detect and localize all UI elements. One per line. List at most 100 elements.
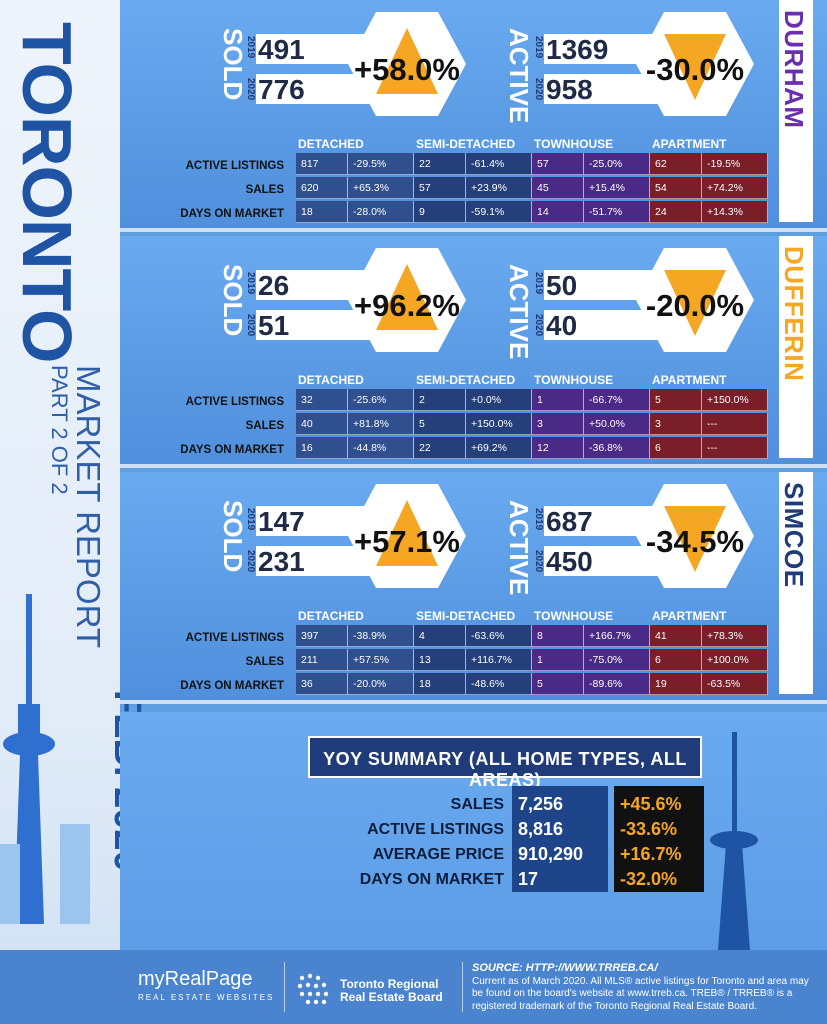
table-cell: +116.7% [466, 649, 532, 671]
table-cell: 40 [296, 413, 348, 435]
sold-label: SOLD [218, 264, 248, 337]
sold-label: SOLD [218, 28, 248, 101]
table-cell: 817 [296, 153, 348, 175]
year-2020-label: 2020 [533, 314, 544, 337]
table-cell: +166.7% [584, 625, 650, 647]
table-cell: 62 [650, 153, 702, 175]
table-cell: -51.7% [584, 201, 650, 223]
table-cell: 2 [414, 389, 466, 411]
year-2019-label: 2019 [245, 36, 256, 59]
sold-2019: 26 [258, 270, 290, 301]
col-detached: DETACHED [298, 137, 364, 151]
table-cell: --- [702, 413, 768, 435]
table-cell: -19.5% [702, 153, 768, 175]
table-cell: -44.8% [348, 437, 414, 459]
table-cell: -38.9% [348, 625, 414, 647]
table-cell: -75.0% [584, 649, 650, 671]
summary-value: 17 [518, 869, 539, 889]
table-cell: +150.0% [466, 413, 532, 435]
year-2019-label: 2019 [533, 272, 544, 295]
year-2020-label: 2020 [245, 314, 256, 337]
active-change-hexagon [636, 248, 754, 352]
table-cell: 13 [414, 649, 466, 671]
table-cell: -36.8% [584, 437, 650, 459]
active-2020: 40 [546, 310, 578, 341]
year-2020-label: 2020 [245, 550, 256, 573]
col-townhouse: TOWNHOUSE [534, 609, 614, 623]
table-cell: +81.8% [348, 413, 414, 435]
table-cell: -48.6% [466, 673, 532, 695]
table-cell: -20.0% [348, 673, 414, 695]
summary-label: AVERAGE PRICE [372, 846, 504, 863]
table-cell: 41 [650, 625, 702, 647]
active-label: ACTIVE [504, 500, 534, 596]
row-days-on-market: DAYS ON MARKET [180, 680, 284, 692]
table-cell: -63.5% [702, 673, 768, 695]
col-detached: DETACHED [298, 609, 364, 623]
year-2019-label: 2019 [533, 36, 544, 59]
myrealpage-logo: myRealPage REAL ESTATE WEBSITES [138, 968, 275, 1002]
year-2020-label: 2020 [533, 550, 544, 573]
table-cell: 45 [532, 177, 584, 199]
table-cell: 211 [296, 649, 348, 671]
source-link: SOURCE: HTTP://WWW.TRREB.CA/ [472, 962, 658, 974]
table-cell: 24 [650, 201, 702, 223]
table-cell: +150.0% [702, 389, 768, 411]
summary-pct: +16.7% [620, 844, 682, 864]
col-semi-detached: SEMI-DETACHED [416, 373, 516, 387]
table-cell: 18 [414, 673, 466, 695]
summary-pct: +45.6% [620, 794, 682, 814]
table-cell: 22 [414, 153, 466, 175]
region-name-tag: SIMCOE [779, 472, 813, 694]
table-cell: -29.5% [348, 153, 414, 175]
table-cell: 6 [650, 649, 702, 671]
sold-label: SOLD [218, 500, 248, 573]
table-cell: +78.3% [702, 625, 768, 647]
summary-label: DAYS ON MARKET [359, 871, 504, 888]
sold-change-pct: +58.0% [353, 52, 460, 87]
sold-2019: 147 [258, 506, 305, 537]
table-cell: +23.9% [466, 177, 532, 199]
summary-label: ACTIVE LISTINGS [367, 821, 504, 838]
table-cell: -63.6% [466, 625, 532, 647]
table-cell: 1 [532, 389, 584, 411]
table-cell: +69.2% [466, 437, 532, 459]
summary-value: 7,256 [518, 794, 564, 814]
row-sales: SALES [245, 656, 284, 668]
active-2020: 450 [546, 546, 593, 577]
row-active-listings: ACTIVE LISTINGS [185, 160, 284, 172]
active-2020: 958 [546, 74, 593, 105]
summary-label: SALES [450, 796, 504, 813]
active-label: ACTIVE [504, 28, 534, 124]
table-cell: 620 [296, 177, 348, 199]
table-cell: +14.3% [702, 201, 768, 223]
report-part: PART 2 OF 2 [47, 365, 72, 495]
region-name-tag: DUFFERIN [779, 236, 813, 458]
yoy-summary: YOY SUMMARY (ALL HOME TYPES, ALL AREAS) … [120, 712, 827, 950]
row-active-listings: ACTIVE LISTINGS [185, 396, 284, 408]
year-2019-label: 2019 [533, 508, 544, 531]
table-cell: 3 [650, 413, 702, 435]
sold-change-hexagon [348, 12, 466, 116]
sold-change-hexagon [348, 248, 466, 352]
table-cell: 16 [296, 437, 348, 459]
summary-values-box [512, 786, 608, 892]
col-semi-detached: SEMI-DETACHED [416, 137, 516, 151]
table-cell: 14 [532, 201, 584, 223]
cn-tower-illustration [710, 732, 758, 950]
table-cell: --- [702, 437, 768, 459]
row-days-on-market: DAYS ON MARKET [180, 208, 284, 220]
active-2019: 50 [546, 270, 578, 301]
summary-pct-box [614, 786, 704, 892]
sold-2020: 51 [258, 310, 290, 341]
table-cell: -25.6% [348, 389, 414, 411]
report-title: TORONTO [8, 22, 86, 363]
year-2020-label: 2020 [245, 78, 256, 101]
table-cell: 19 [650, 673, 702, 695]
table-cell: +57.5% [348, 649, 414, 671]
table-cell: 57 [414, 177, 466, 199]
row-days-on-market: DAYS ON MARKET [180, 444, 284, 456]
sold-change-pct: +57.1% [353, 524, 460, 559]
active-label: ACTIVE [504, 264, 534, 360]
active-change-hexagon [636, 484, 754, 588]
